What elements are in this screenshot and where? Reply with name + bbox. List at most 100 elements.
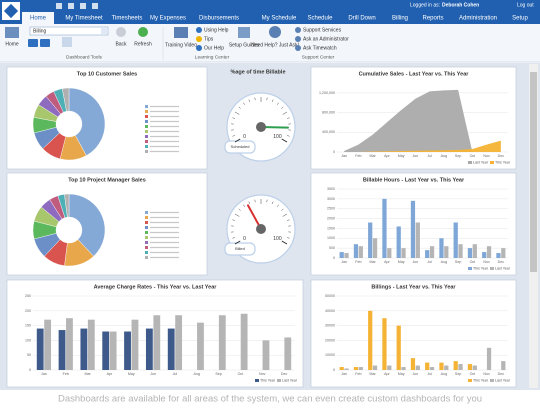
legend-swatch (145, 110, 148, 113)
legend-swatch (145, 130, 148, 133)
ask-admin[interactable]: Ask an Administrator (303, 36, 349, 42)
help-icon (196, 27, 202, 33)
legend-swatch (277, 379, 281, 382)
bar (453, 222, 458, 258)
nav-tab[interactable]: Disbursements (199, 16, 239, 22)
refresh-icon[interactable] (138, 27, 148, 37)
gauge-tick (234, 138, 241, 143)
x-tick-label: Oct (470, 154, 476, 158)
next-button[interactable] (40, 39, 50, 47)
setup-icon[interactable] (238, 27, 250, 38)
gauge-minor-tick (234, 213, 240, 217)
training-video[interactable]: Training Video (165, 42, 197, 48)
legend-label: Last Year (473, 160, 489, 164)
scroll-thumb[interactable] (530, 72, 537, 272)
bar (396, 325, 401, 370)
our-help[interactable]: Our Help (204, 45, 224, 51)
nav-tab[interactable]: My Expenses (150, 16, 186, 22)
tips-icon (196, 36, 202, 42)
tips[interactable]: Tips (204, 36, 214, 42)
nav-tab[interactable]: Drill Down (348, 16, 375, 22)
icon[interactable] (56, 3, 62, 9)
bar (415, 222, 420, 258)
y-tick-label: 2000 (327, 217, 335, 221)
nav-tab[interactable]: Billing (392, 16, 408, 22)
pie-slice (68, 87, 106, 156)
nav-tab[interactable]: Administration (459, 16, 497, 22)
refresh-button[interactable]: Refresh (134, 41, 152, 47)
bar (344, 253, 349, 258)
x-tick-label: Aug (194, 372, 200, 376)
legend-swatch (145, 221, 148, 224)
bar (453, 361, 458, 370)
user-name[interactable]: Deborah Cohen (442, 2, 479, 8)
legend-label: This Year (495, 160, 511, 164)
area (344, 140, 501, 152)
x-tick-label: Sep (455, 260, 461, 264)
nav-tab[interactable]: Schedule (307, 16, 333, 22)
gauge-base (224, 242, 256, 256)
video-icon[interactable] (174, 27, 188, 38)
legend-swatch (468, 379, 472, 382)
gauge-minor-tick (287, 219, 290, 221)
ask-icon[interactable] (269, 26, 281, 38)
bar (396, 226, 401, 258)
gauge-tick (234, 240, 241, 245)
gauge-minor-tick (232, 219, 235, 221)
y-tick-label: 400,000 (322, 130, 335, 134)
home-button[interactable]: Home (5, 41, 19, 47)
bar (344, 368, 349, 370)
nav-tab[interactable]: Timesheets (112, 16, 143, 22)
nav-tab[interactable]: My Timesheet (65, 16, 103, 22)
using-help[interactable]: Using Help (204, 27, 229, 33)
y-tick-label: 500 (329, 246, 335, 250)
legend-swatch (490, 379, 494, 382)
icon[interactable] (92, 3, 98, 9)
y-tick-label: 50000 (325, 294, 335, 298)
gauge-minor-tick (238, 208, 241, 211)
group-label: Support Center (302, 54, 335, 60)
need-help[interactable]: Need Help? Just Ask! (251, 42, 299, 48)
bar (240, 313, 248, 370)
dashboard-select[interactable] (29, 26, 109, 36)
back-button[interactable]: Back (115, 41, 127, 47)
logout[interactable]: Log out (517, 2, 534, 8)
gauge-base (224, 140, 256, 154)
back-icon[interactable] (116, 27, 126, 37)
icon[interactable] (80, 3, 86, 9)
prev-button[interactable] (28, 39, 38, 47)
icon[interactable] (68, 3, 74, 9)
y-tick-label: 0 (333, 368, 335, 372)
home-icon[interactable] (5, 27, 19, 38)
bar (486, 246, 492, 258)
legend-swatch (145, 140, 148, 143)
bar (482, 252, 487, 258)
gauge-minor-tick (248, 99, 251, 102)
ask-timewatch[interactable]: Ask Timewatch (303, 45, 337, 51)
bar (44, 319, 52, 370)
bar (501, 361, 506, 370)
setup-guides[interactable]: Setup Guides (229, 42, 260, 48)
select-arrow (101, 28, 107, 34)
legend-label: Last Year (495, 378, 511, 382)
y-tick-label: 200 (25, 309, 31, 313)
x-tick-label: May (398, 260, 405, 264)
support-services[interactable]: Support Services (303, 27, 342, 33)
legend-swatch (145, 236, 148, 239)
nav-tab[interactable]: Home (30, 16, 47, 22)
nav-tab[interactable]: My Schedule (262, 16, 297, 22)
legend-swatch (145, 135, 148, 138)
gauge-tick-label: 100 (273, 236, 282, 242)
nav-tab[interactable]: Reports (422, 16, 443, 22)
legend-swatch (145, 120, 148, 123)
legend-swatch (145, 226, 148, 229)
x-tick-label: Oct (470, 372, 476, 376)
gauge-minor-tick (282, 213, 288, 217)
x-tick-label: Dec (498, 260, 505, 264)
nav-tab[interactable]: Setup (512, 16, 528, 22)
tool-icon[interactable] (62, 37, 72, 47)
bar (425, 362, 430, 370)
legend-swatch (468, 161, 472, 164)
bar (353, 244, 359, 258)
